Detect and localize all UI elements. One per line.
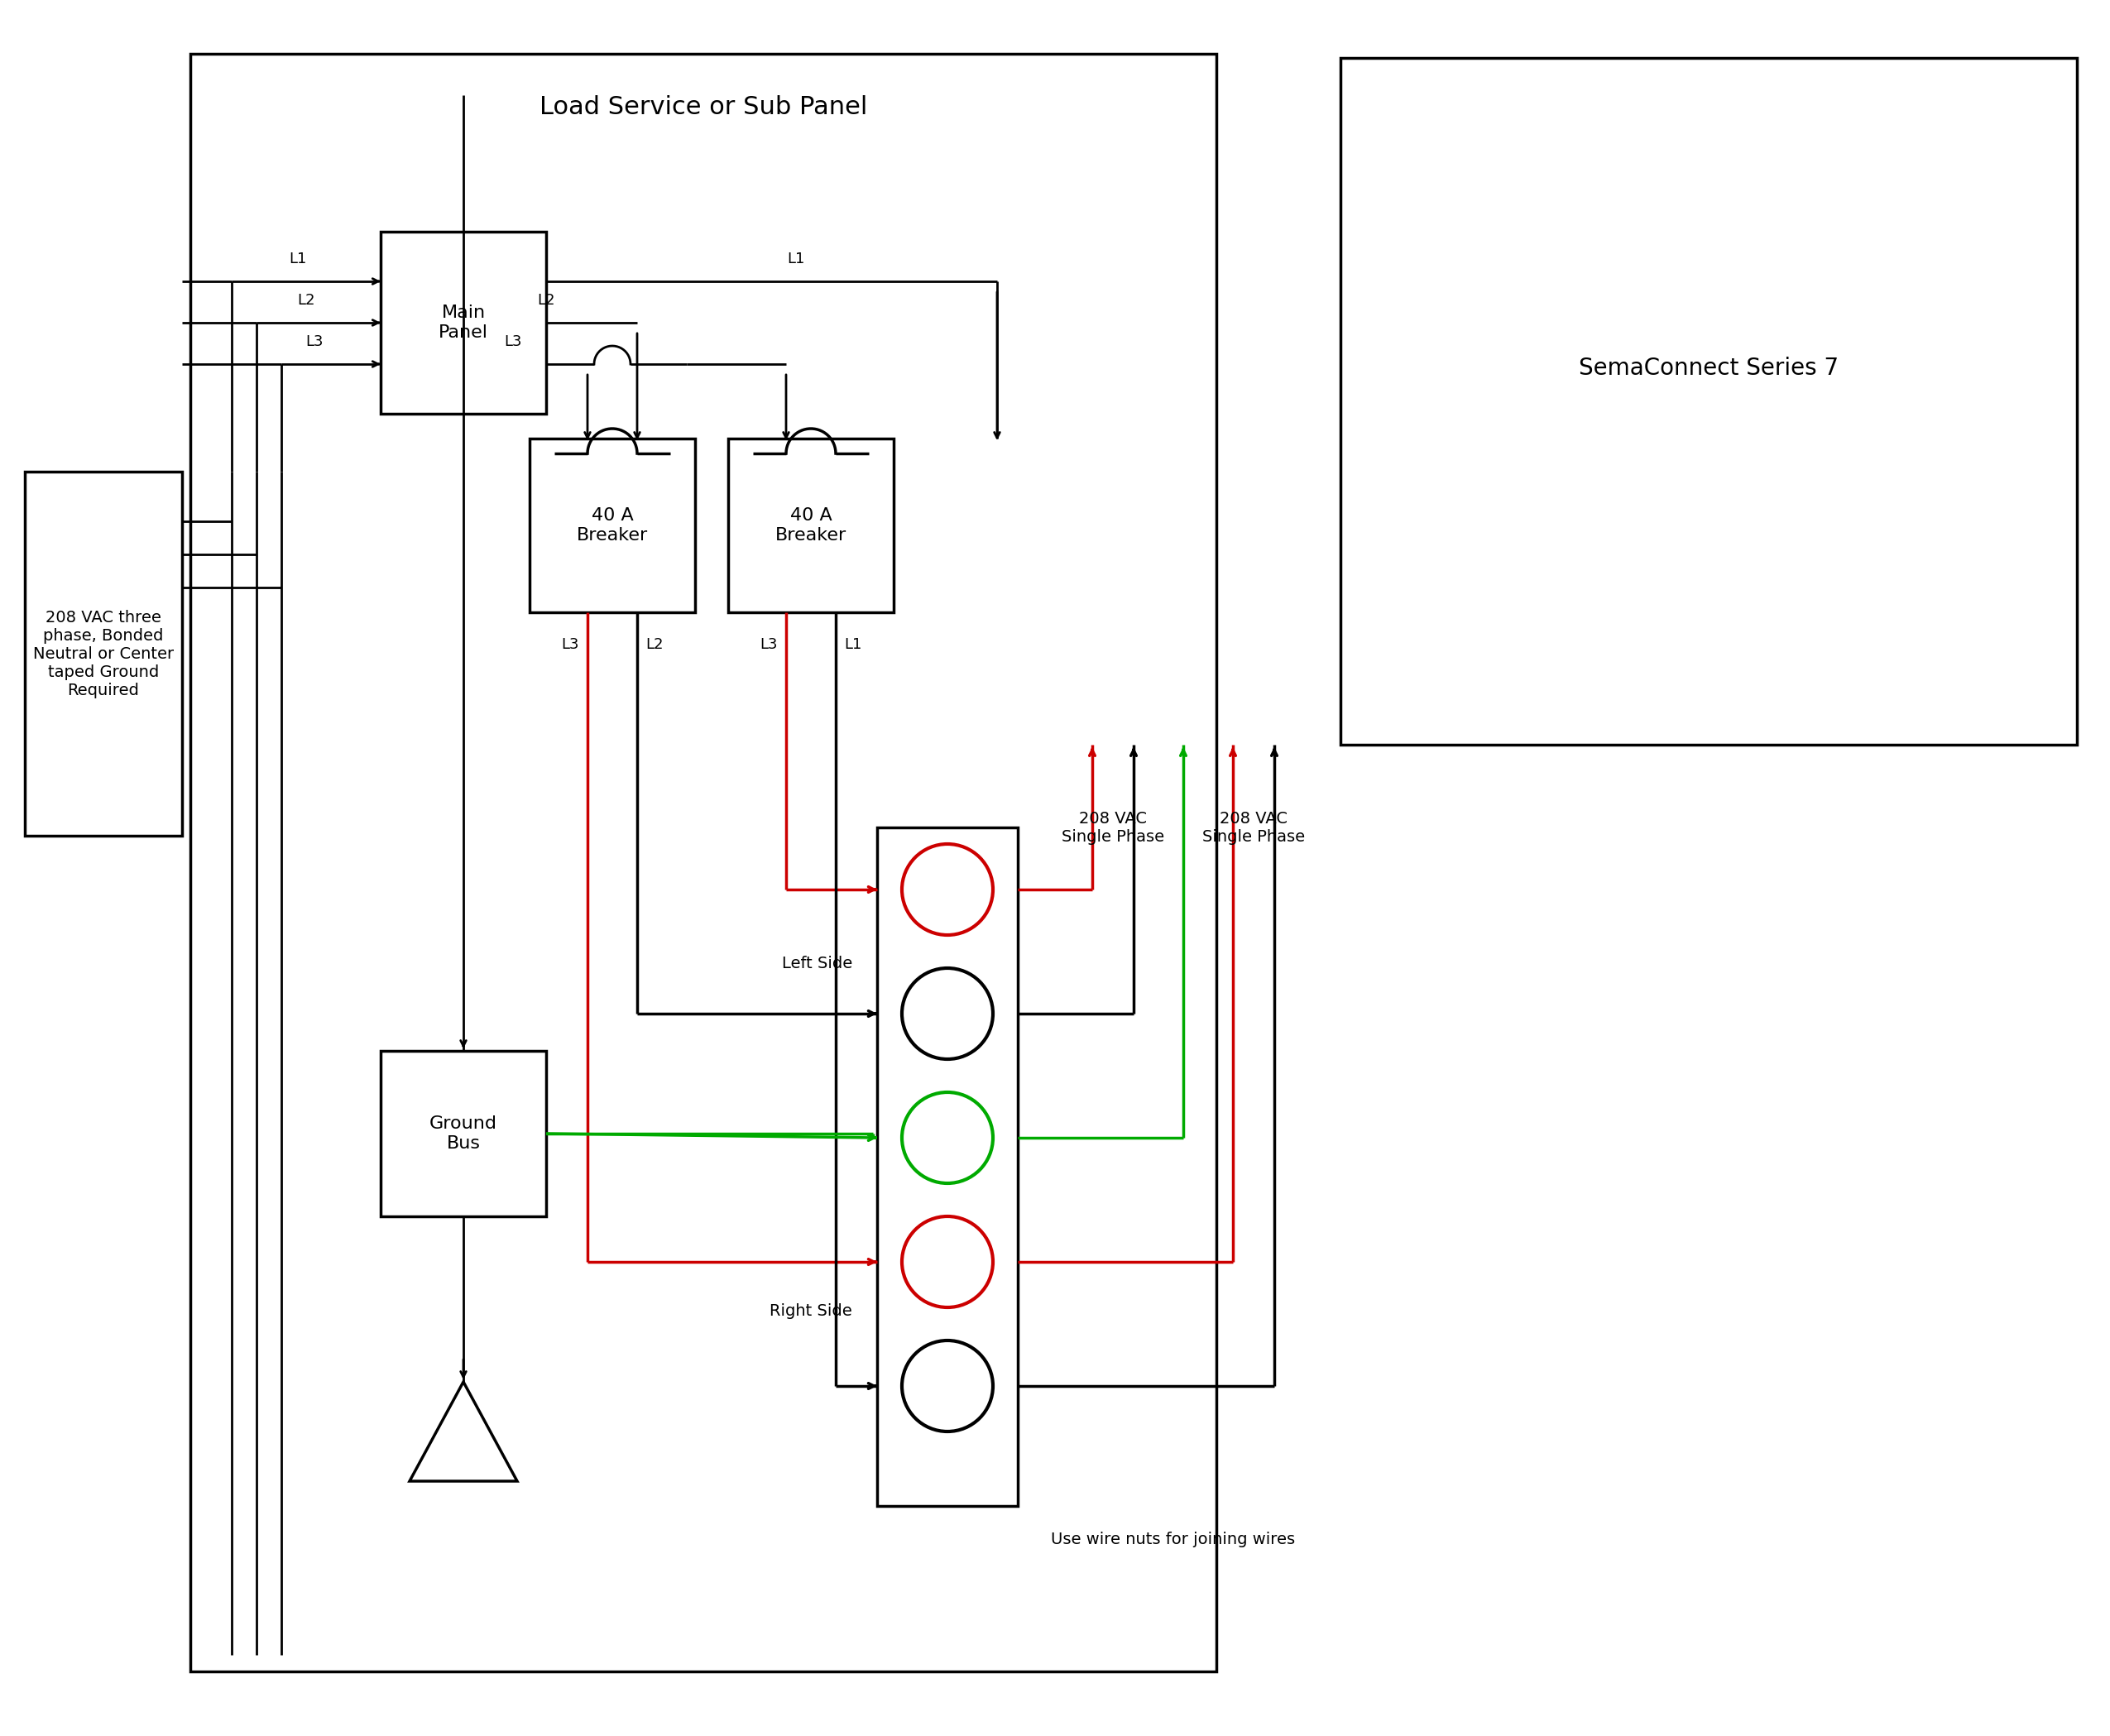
Text: 40 A
Breaker: 40 A Breaker	[774, 507, 846, 543]
Bar	[25, 472, 181, 835]
Text: L3: L3	[504, 335, 521, 349]
Circle shape	[901, 1340, 994, 1432]
Text: 208 VAC
Single Phase: 208 VAC Single Phase	[1061, 811, 1165, 845]
Text: Main
Panel: Main Panel	[439, 306, 487, 340]
Bar	[190, 54, 1215, 1672]
Text: L1: L1	[289, 252, 306, 266]
Text: L3: L3	[760, 637, 779, 653]
Circle shape	[901, 1217, 994, 1307]
Circle shape	[901, 969, 994, 1059]
Text: Right Side: Right Side	[770, 1304, 852, 1319]
Text: 208 VAC three
phase, Bonded
Neutral or Center
taped Ground
Required: 208 VAC three phase, Bonded Neutral or C…	[34, 609, 173, 698]
Text: SemaConnect Series 7: SemaConnect Series 7	[1578, 356, 1838, 380]
Text: L3: L3	[561, 637, 580, 653]
Text: 40 A
Breaker: 40 A Breaker	[576, 507, 648, 543]
Text: Load Service or Sub Panel: Load Service or Sub Panel	[540, 95, 867, 120]
Text: L1: L1	[787, 252, 804, 266]
Text: L3: L3	[306, 335, 323, 349]
Circle shape	[901, 844, 994, 936]
Text: Ground
Bus: Ground Bus	[430, 1116, 498, 1151]
Bar	[530, 439, 694, 613]
Text: L2: L2	[646, 637, 663, 653]
Bar	[1340, 57, 2076, 745]
Text: L2: L2	[298, 293, 314, 307]
Circle shape	[901, 1092, 994, 1184]
Bar	[380, 1050, 546, 1217]
Bar	[728, 439, 895, 613]
Text: Use wire nuts for joining wires: Use wire nuts for joining wires	[1051, 1531, 1296, 1547]
Bar	[878, 828, 1017, 1505]
Bar	[380, 231, 546, 413]
Text: L2: L2	[538, 293, 555, 307]
Text: L1: L1	[844, 637, 861, 653]
Text: Left Side: Left Side	[781, 957, 852, 972]
Text: 208 VAC
Single Phase: 208 VAC Single Phase	[1203, 811, 1304, 845]
